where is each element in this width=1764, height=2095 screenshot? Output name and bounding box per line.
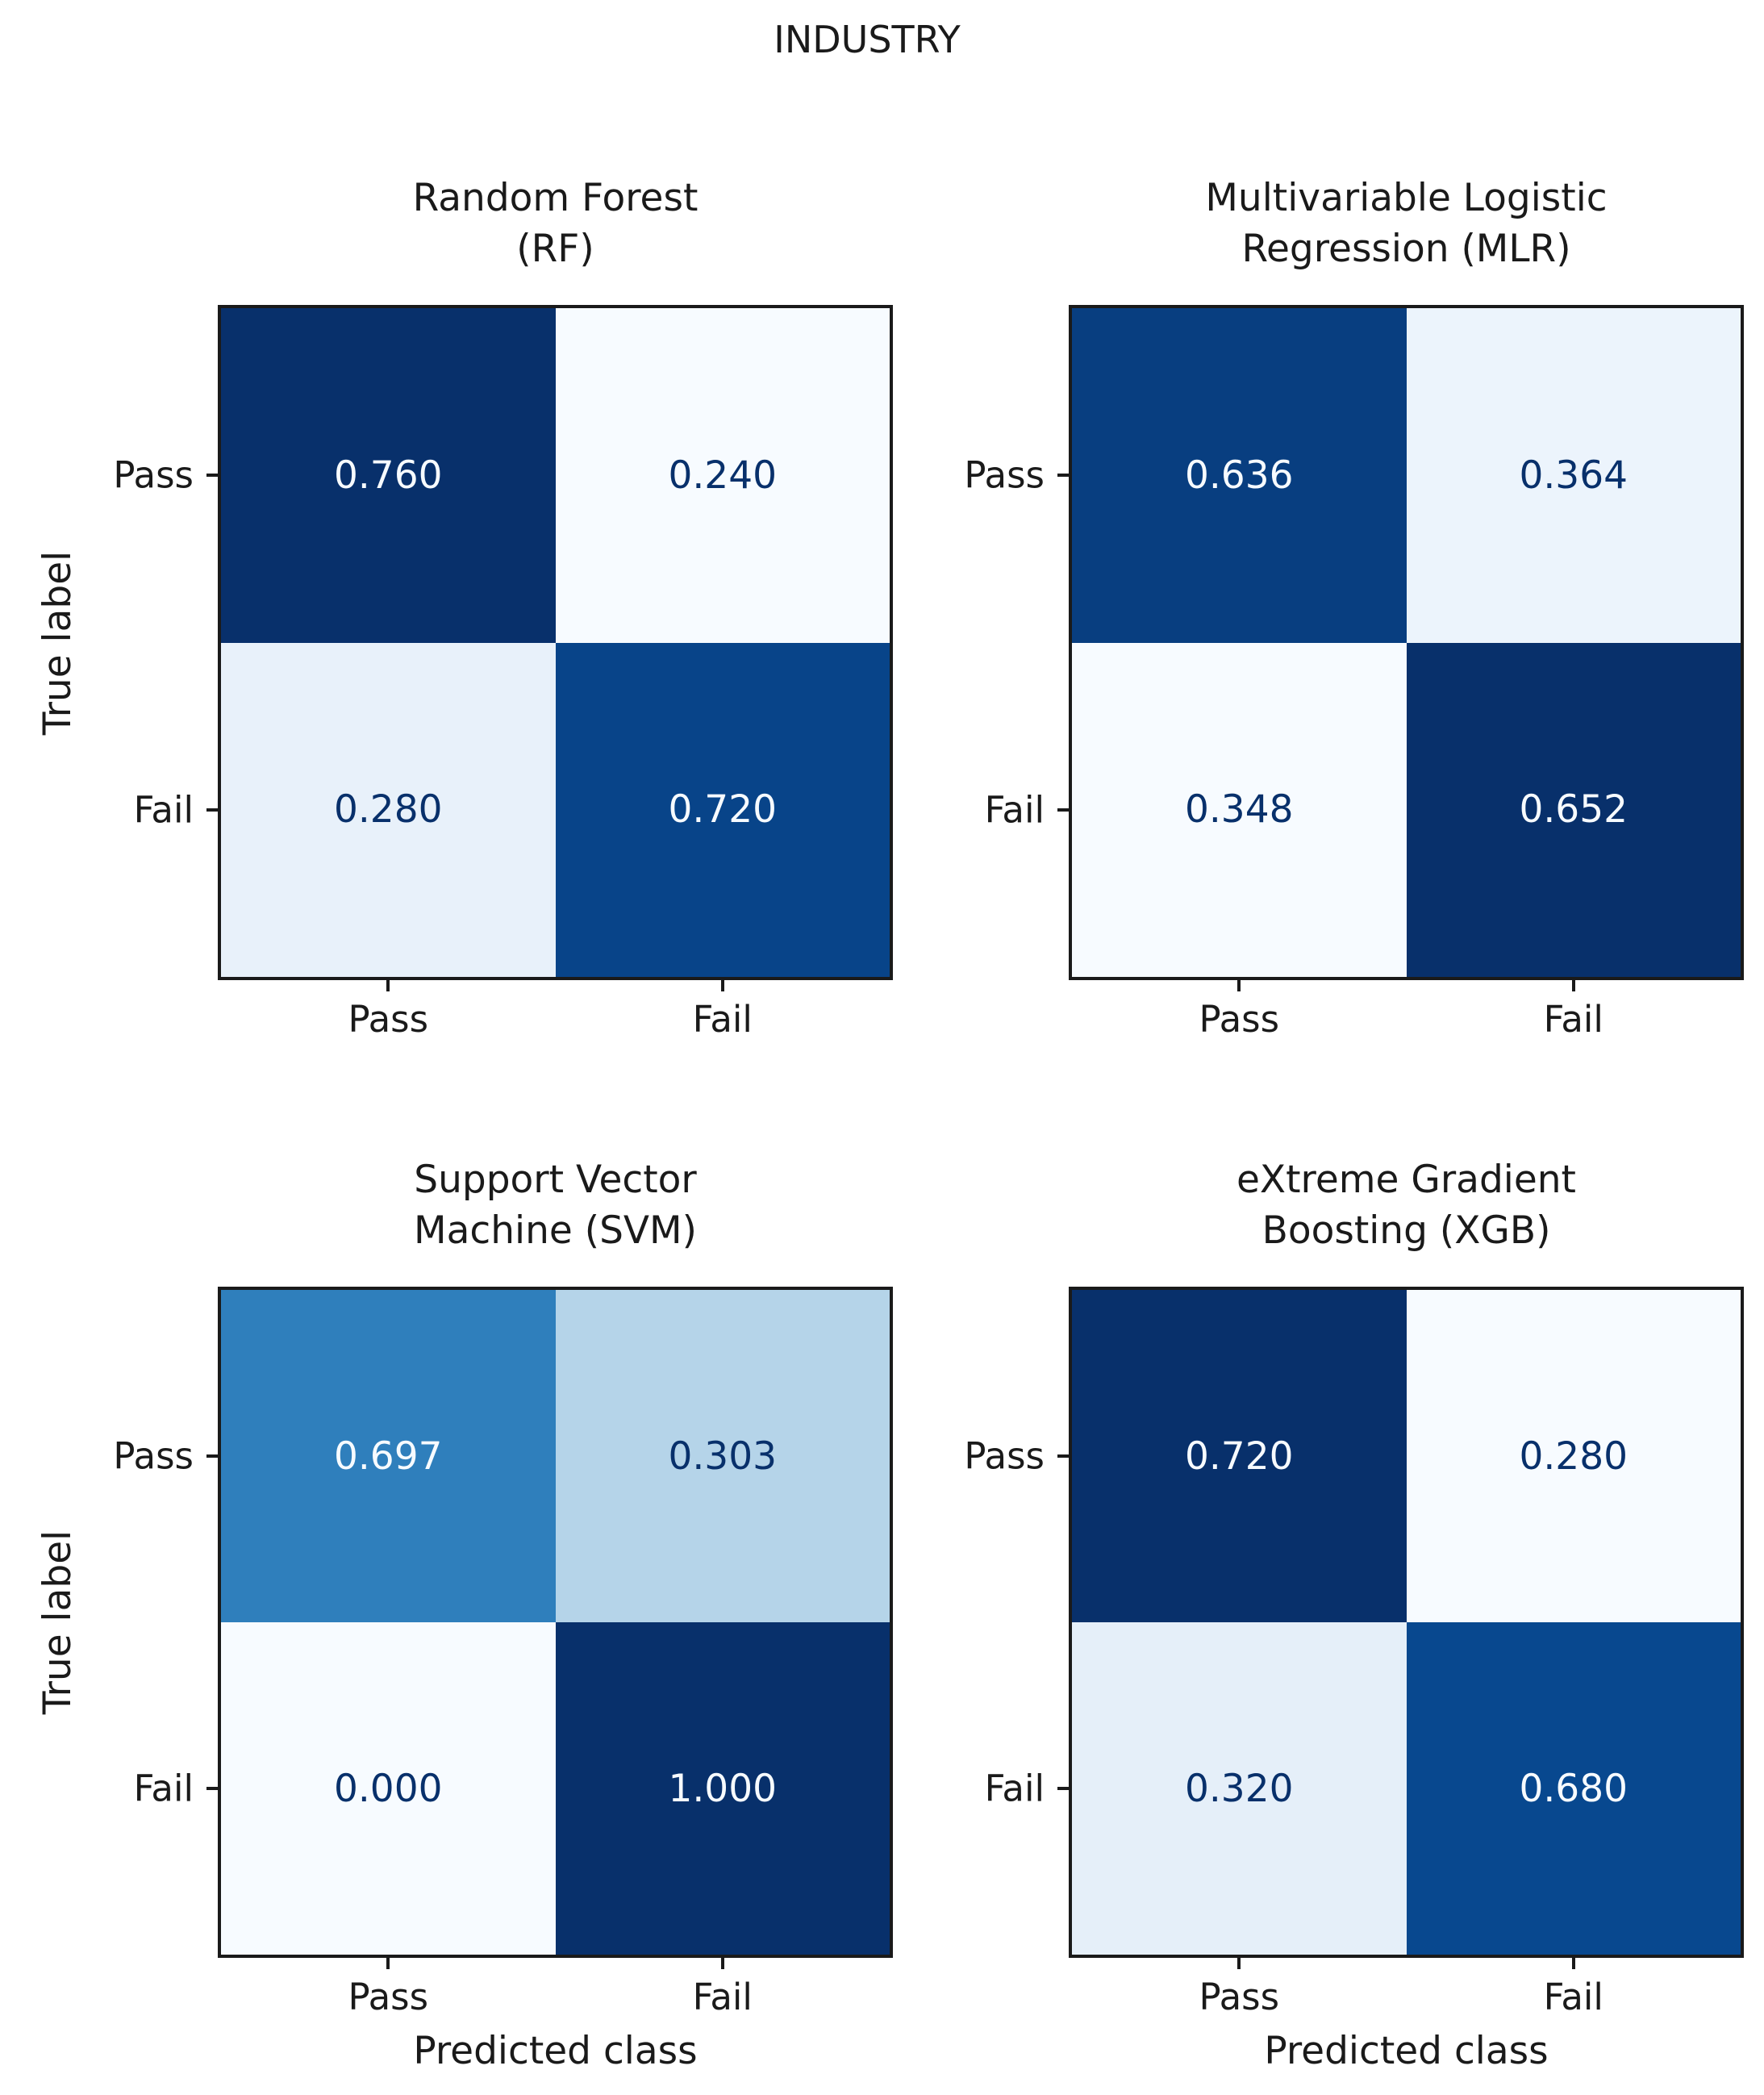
x-axis-label: Predicted class xyxy=(1264,2029,1549,2073)
subplot-rf: Random Forest (RF) True label Pass Fail … xyxy=(35,176,893,1041)
matrix-cell: 0.320 xyxy=(1072,1622,1407,1955)
x-tick-mark xyxy=(1571,980,1575,991)
y-tick-mark xyxy=(1057,474,1069,478)
matrix-cell: 0.000 xyxy=(221,1622,556,1955)
matrix-cell: 0.760 xyxy=(221,308,556,643)
x-tick-label: Pass xyxy=(348,1976,429,2018)
y-tick-label: Pass xyxy=(113,453,194,497)
matrix-cell: 0.348 xyxy=(1072,642,1407,977)
subplot-title-line: Multivariable Logistic xyxy=(1205,176,1608,220)
matrix-cell: 0.280 xyxy=(1406,1290,1741,1622)
subplot-title-line: (RF) xyxy=(516,227,594,271)
matrix-cell: 0.680 xyxy=(1406,1622,1741,1955)
subplot-title-line: Machine (SVM) xyxy=(414,1208,697,1253)
y-tick-mark xyxy=(206,1454,218,1458)
x-tick-label: Fail xyxy=(692,1976,753,2018)
subplot-title: Random Forest (RF) xyxy=(413,173,699,274)
y-tick-label: Fail xyxy=(133,1767,194,1810)
y-tick-label: Pass xyxy=(964,453,1045,497)
x-tick-label: Fail xyxy=(692,998,753,1041)
subplot-title-line: Regression (MLR) xyxy=(1241,227,1571,271)
x-tick-mark xyxy=(1571,1958,1575,1969)
x-axis-label: Predicted class xyxy=(413,2029,698,2073)
matrix-cell: 0.364 xyxy=(1406,308,1741,643)
x-tick-label: Pass xyxy=(1199,1976,1280,2018)
y-tick-label: Fail xyxy=(133,788,194,832)
subplot-title: eXtreme Gradient Boosting (XGB) xyxy=(1236,1154,1576,1256)
y-tick-label: Pass xyxy=(113,1434,194,1478)
y-tick-mark xyxy=(206,808,218,812)
matrix-cell: 0.636 xyxy=(1072,308,1407,643)
subplot-title-line: Boosting (XGB) xyxy=(1261,1208,1551,1253)
y-tick-mark xyxy=(206,1787,218,1790)
x-tick-mark xyxy=(386,1958,390,1969)
y-tick-label: Pass xyxy=(964,1434,1045,1478)
y-tick-mark xyxy=(1057,1787,1069,1790)
matrix-cell: 0.280 xyxy=(221,642,556,977)
matrix-cell: 0.720 xyxy=(555,642,890,977)
x-tick-label: Pass xyxy=(1199,998,1280,1041)
subplot-svm: Support Vector Machine (SVM) True label … xyxy=(35,1158,893,2073)
y-tick-mark xyxy=(1057,1454,1069,1458)
matrix-cell: 0.240 xyxy=(555,308,890,643)
x-tick-mark xyxy=(1237,1958,1241,1969)
figure-title: INDUSTRY xyxy=(774,18,961,61)
y-tick-mark xyxy=(1057,808,1069,812)
subplot-title-line: eXtreme Gradient xyxy=(1236,1158,1576,1202)
x-tick-mark xyxy=(720,1958,724,1969)
matrix-cell: 0.720 xyxy=(1072,1290,1407,1622)
y-axis-label: True label xyxy=(35,1530,80,1715)
subplot-title: Support Vector Machine (SVM) xyxy=(414,1154,697,1256)
x-tick-mark xyxy=(386,980,390,991)
subplot-mlr: Multivariable Logistic Regression (MLR) … xyxy=(964,176,1744,1041)
subplot-title-line: Random Forest xyxy=(412,176,699,220)
matrix-cell: 0.697 xyxy=(221,1290,556,1622)
subplot-title: Multivariable Logistic Regression (MLR) xyxy=(1205,173,1607,274)
y-tick-label: Fail xyxy=(984,1767,1045,1810)
x-tick-label: Fail xyxy=(1543,998,1603,1041)
subplot-xgb: eXtreme Gradient Boosting (XGB) Predicte… xyxy=(964,1158,1744,2073)
y-tick-mark xyxy=(206,474,218,478)
y-axis-label: True label xyxy=(35,550,80,735)
matrix-cell: 0.652 xyxy=(1406,642,1741,977)
x-tick-mark xyxy=(1237,980,1241,991)
matrix-cell: 0.303 xyxy=(555,1290,890,1622)
x-tick-label: Fail xyxy=(1543,1976,1603,2018)
y-tick-label: Fail xyxy=(984,788,1045,832)
x-tick-mark xyxy=(720,980,724,991)
matrix-cell: 1.000 xyxy=(555,1622,890,1955)
subplot-title-line: Support Vector xyxy=(414,1158,697,1202)
x-tick-label: Pass xyxy=(348,998,429,1041)
